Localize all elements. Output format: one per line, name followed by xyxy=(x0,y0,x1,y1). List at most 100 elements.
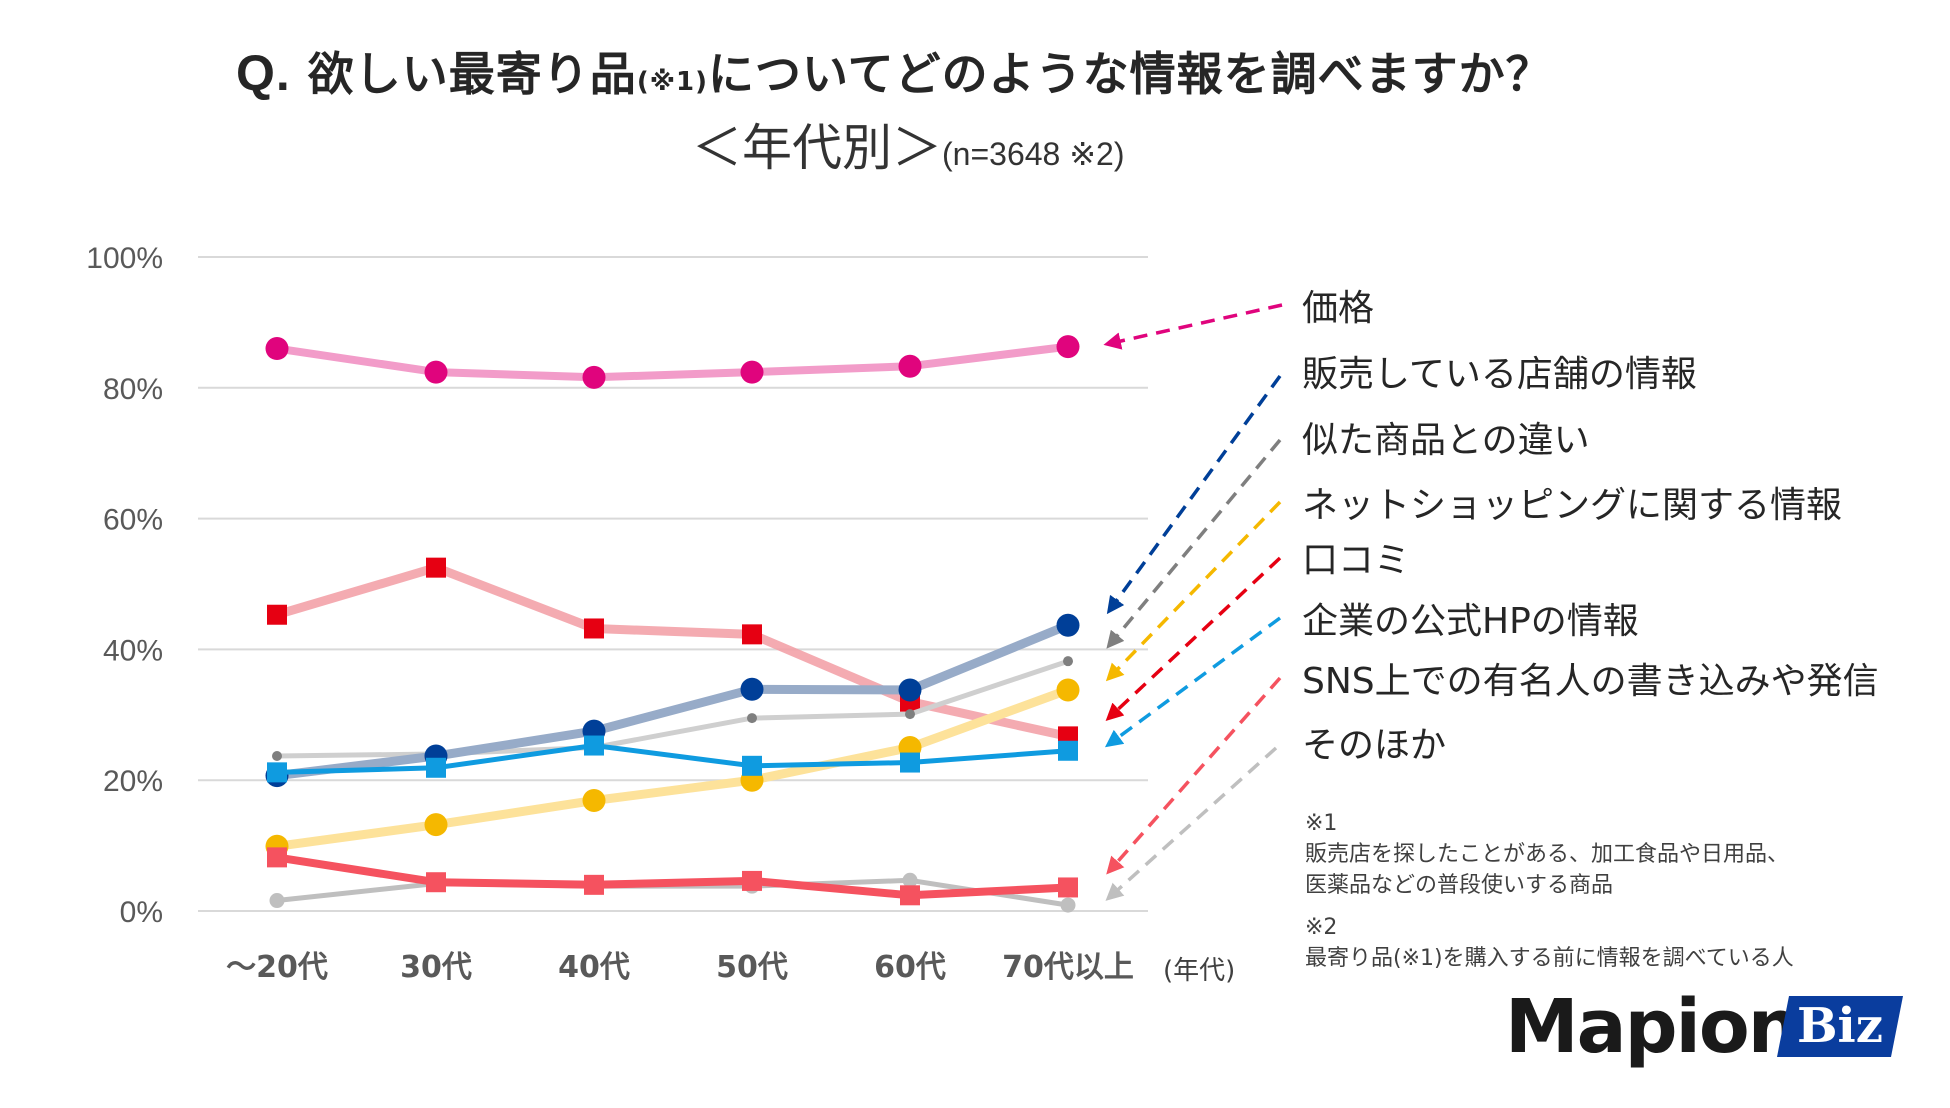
chart-subtitle: ＜年代別＞(n=3648 ※2) xyxy=(692,108,1124,180)
footnote-1-line-1: 販売店を探したことがある、加工食品や日用品、 xyxy=(1305,842,1790,867)
chart-title: Q. 欲しい最寄り品(※1)についてどのような情報を調べますか？ xyxy=(236,38,1553,104)
data-point-marker xyxy=(1058,877,1078,898)
series-line xyxy=(276,342,1069,382)
data-point-marker xyxy=(742,870,762,891)
x-axis-unit-label: (年代) xyxy=(1163,956,1235,986)
y-tick-label: 80% xyxy=(103,373,163,406)
series-7 xyxy=(267,847,1078,906)
legend-item-label: 口コミ xyxy=(1302,540,1411,581)
data-point-marker xyxy=(267,604,287,625)
title-text-after: についてどのような情報を調べますか？ xyxy=(707,47,1553,101)
series-5 xyxy=(267,557,1078,747)
logo-badge-shape xyxy=(1777,996,1903,1057)
title-prefix: Q. xyxy=(236,45,291,101)
data-point-marker xyxy=(747,713,757,724)
data-point-marker xyxy=(582,365,606,389)
data-point-marker xyxy=(1056,678,1080,702)
series-6 xyxy=(267,735,1078,783)
gridlines xyxy=(198,256,1148,912)
footnote-1: ※1 販売店を探したことがある、加工食品や日用品、 医薬品などの普段使いする商品 xyxy=(1305,808,1789,901)
x-tick-label: ～20代 xyxy=(226,950,328,985)
legend-arrow xyxy=(1103,303,1283,350)
footnote-2: ※2 最寄り品(※1)を購入する前に情報を調べている人 xyxy=(1305,912,1794,974)
series-line xyxy=(276,685,1070,851)
x-tick-label: 70代以上 xyxy=(1002,950,1134,985)
y-tick-label: 60% xyxy=(103,504,163,537)
data-point-marker xyxy=(898,354,922,378)
legend-arrow xyxy=(1104,616,1282,748)
x-axis: ～20代 30代 40代 50代 60代 70代以上 (年代) xyxy=(226,950,1235,986)
data-point-marker xyxy=(267,847,287,868)
footnote-1-mark: ※1 xyxy=(1305,811,1338,836)
y-axis: 0% 20% 40% 60% 80% 100% xyxy=(86,242,163,929)
data-point-marker xyxy=(267,762,287,783)
legend-arrow xyxy=(1106,676,1282,875)
data-point-marker xyxy=(1058,740,1078,761)
title-note-ref: (※1) xyxy=(636,67,708,97)
y-tick-label: 20% xyxy=(103,765,163,798)
legend-arrow xyxy=(1105,746,1278,901)
series-line xyxy=(276,853,1069,900)
subtitle-main: ＜年代別＞ xyxy=(692,119,942,177)
x-tick-label: 30代 xyxy=(400,950,472,985)
data-point-marker xyxy=(900,752,920,773)
data-point-marker xyxy=(1060,897,1076,913)
data-point-marker xyxy=(584,735,604,756)
data-point-marker xyxy=(584,874,604,895)
y-tick-label: 40% xyxy=(103,634,163,667)
legend-item-label: そのほか xyxy=(1302,725,1447,766)
data-point-marker xyxy=(742,624,762,645)
data-point-marker xyxy=(1056,613,1080,637)
mapion-biz-logo: Mapion Biz xyxy=(1505,984,1915,1070)
legend-item-label: 価格 xyxy=(1302,288,1375,329)
y-tick-label: 100% xyxy=(86,242,163,275)
data-point-marker xyxy=(898,678,922,702)
title-text-before: 欲しい最寄り品 xyxy=(290,47,637,101)
legend-arrow xyxy=(1106,438,1282,649)
legend-item-label: 販売している店舗の情報 xyxy=(1302,354,1697,395)
legend-item-label: 似た商品との違い xyxy=(1302,420,1590,461)
y-tick-label: 0% xyxy=(120,896,163,929)
data-point-marker xyxy=(426,557,446,578)
footnote-1-line-2: 医薬品などの普段使いする商品 xyxy=(1305,873,1614,898)
data-point-marker xyxy=(740,360,764,384)
series-group xyxy=(265,335,1080,913)
series-line xyxy=(276,621,1070,781)
data-point-marker xyxy=(426,757,446,778)
data-point-marker xyxy=(1056,335,1080,359)
footnote-2-line-1: 最寄り品(※1)を購入する前に情報を調べている人 xyxy=(1305,946,1794,971)
legend-item-label: 企業の公式HPの情報 xyxy=(1302,601,1639,642)
series-line xyxy=(276,658,1069,759)
legend-arrow xyxy=(1105,556,1282,721)
data-point-marker xyxy=(582,788,606,812)
logo-badge-text: Biz xyxy=(1796,998,1884,1054)
data-point-marker xyxy=(905,709,915,720)
logo-biz-badge: Biz xyxy=(1777,996,1903,1057)
x-tick-label: 40代 xyxy=(558,950,630,985)
series-1 xyxy=(265,335,1080,389)
data-point-marker xyxy=(584,618,604,639)
x-tick-label: 60代 xyxy=(874,950,946,985)
legend-arrow xyxy=(1105,500,1282,682)
legend-arrow xyxy=(1106,374,1282,615)
data-point-marker xyxy=(900,885,920,906)
legend-item-label: SNS上での有名人の書き込みや発信 xyxy=(1302,661,1879,702)
data-point-marker xyxy=(902,872,918,888)
data-point-marker xyxy=(424,360,448,384)
data-point-marker xyxy=(1063,656,1073,667)
subtitle-sample-size: (n=3648 ※2) xyxy=(942,136,1125,172)
series-line xyxy=(276,743,1069,775)
legend-arrows xyxy=(1103,303,1283,901)
footnote-2-mark: ※2 xyxy=(1305,915,1338,940)
logo-wordmark: Mapion xyxy=(1505,984,1800,1070)
data-point-marker xyxy=(426,872,446,893)
legend-item-label: ネットショッピングに関する情報 xyxy=(1302,485,1843,526)
data-point-marker xyxy=(269,893,285,909)
x-tick-label: 50代 xyxy=(716,950,788,985)
data-point-marker xyxy=(742,755,762,776)
data-point-marker xyxy=(424,813,448,837)
data-point-marker xyxy=(265,337,289,361)
data-point-marker xyxy=(272,751,282,762)
data-point-marker xyxy=(740,677,764,701)
